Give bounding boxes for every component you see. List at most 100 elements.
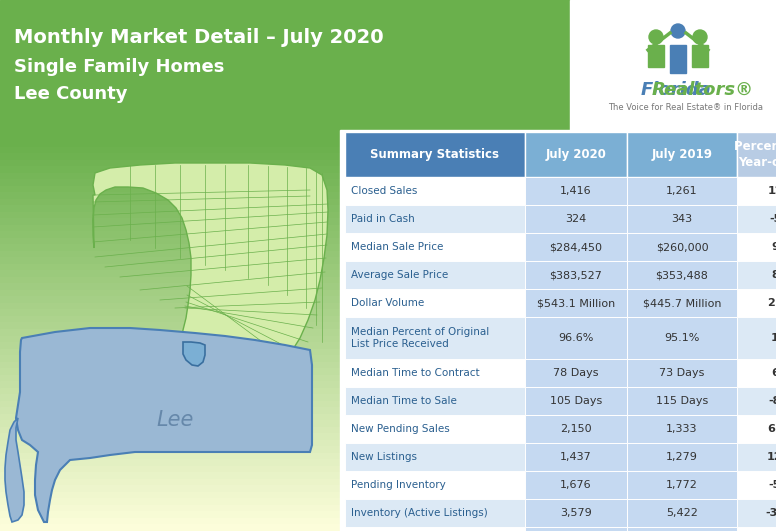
Text: 1,437: 1,437 — [560, 452, 592, 462]
Bar — [0, 147, 776, 153]
Text: 12.3%: 12.3% — [767, 186, 776, 196]
Text: 21.8%: 21.8% — [767, 298, 776, 308]
Bar — [737, 415, 776, 443]
Circle shape — [671, 24, 685, 38]
Text: Realtors®: Realtors® — [652, 81, 754, 99]
Bar — [0, 518, 776, 525]
Text: 2,150: 2,150 — [560, 424, 592, 434]
Text: The Voice for Real Estate® in Florida: The Voice for Real Estate® in Florida — [608, 103, 764, 112]
Circle shape — [649, 30, 663, 44]
Bar — [737, 132, 776, 177]
Text: July 2020: July 2020 — [546, 148, 606, 161]
Text: New Listings: New Listings — [351, 452, 417, 462]
Bar — [525, 233, 627, 261]
Bar — [0, 310, 776, 316]
Text: Single Family Homes: Single Family Homes — [14, 58, 224, 76]
Bar — [627, 317, 737, 359]
Polygon shape — [183, 342, 205, 366]
Bar — [525, 177, 627, 205]
Text: 3,579: 3,579 — [560, 508, 592, 518]
Text: Lee County: Lee County — [14, 85, 127, 103]
Bar — [525, 205, 627, 233]
Bar — [345, 527, 525, 531]
Bar — [0, 466, 776, 473]
Bar — [345, 289, 525, 317]
Bar — [627, 205, 737, 233]
Bar — [345, 359, 525, 387]
Bar — [0, 492, 776, 499]
Bar — [627, 261, 737, 289]
Text: 5,422: 5,422 — [666, 508, 698, 518]
Bar — [0, 368, 776, 374]
Bar — [0, 251, 776, 258]
Bar — [0, 446, 776, 453]
Text: -5.4%: -5.4% — [769, 480, 776, 490]
Text: $543.1 Million: $543.1 Million — [537, 298, 615, 308]
Text: $445.7 Million: $445.7 Million — [643, 298, 721, 308]
Bar — [0, 485, 776, 492]
Bar — [0, 414, 776, 420]
Text: 1,261: 1,261 — [666, 186, 698, 196]
Text: 1,279: 1,279 — [666, 452, 698, 462]
Bar — [0, 342, 776, 348]
Polygon shape — [16, 328, 312, 522]
Text: $353,488: $353,488 — [656, 270, 708, 280]
Bar — [627, 289, 737, 317]
Circle shape — [693, 30, 707, 44]
Bar — [0, 205, 776, 212]
Bar — [345, 499, 525, 527]
Text: Median Sale Price: Median Sale Price — [351, 242, 443, 252]
Text: Monthly Market Detail – July 2020: Monthly Market Detail – July 2020 — [14, 28, 383, 47]
Bar — [737, 387, 776, 415]
Bar — [0, 264, 776, 270]
Bar — [0, 348, 776, 355]
Text: 1.6%: 1.6% — [771, 333, 776, 343]
Bar — [670, 45, 686, 73]
Bar — [0, 218, 776, 225]
Bar — [0, 453, 776, 459]
Bar — [737, 205, 776, 233]
Bar — [0, 179, 776, 186]
Bar — [627, 443, 737, 471]
Text: 343: 343 — [671, 214, 692, 224]
Text: 78 Days: 78 Days — [553, 368, 599, 378]
Text: Median Time to Contract: Median Time to Contract — [351, 368, 480, 378]
Text: $260,000: $260,000 — [656, 242, 708, 252]
Bar — [0, 166, 776, 173]
Bar — [0, 459, 776, 466]
Bar — [345, 261, 525, 289]
Bar — [0, 355, 776, 362]
Bar — [0, 374, 776, 381]
Bar — [737, 527, 776, 531]
Bar — [525, 443, 627, 471]
Text: Paid in Cash: Paid in Cash — [351, 214, 414, 224]
Bar — [525, 359, 627, 387]
Bar — [0, 362, 776, 368]
Text: 8.5%: 8.5% — [771, 270, 776, 280]
Text: -34.0%: -34.0% — [765, 508, 776, 518]
Bar — [737, 499, 776, 527]
Bar — [648, 45, 664, 67]
Text: Percent Change
Year-over-Year: Percent Change Year-over-Year — [734, 140, 776, 169]
Bar — [570, 0, 776, 135]
Text: 1,676: 1,676 — [560, 480, 592, 490]
Bar — [0, 511, 776, 518]
Bar — [0, 296, 776, 303]
Bar — [0, 140, 776, 147]
Bar — [0, 322, 776, 329]
Bar — [737, 359, 776, 387]
Text: New Pending Sales: New Pending Sales — [351, 424, 450, 434]
Bar — [627, 177, 737, 205]
Bar — [627, 387, 737, 415]
Bar — [0, 440, 776, 446]
Bar — [0, 231, 776, 238]
Bar — [525, 317, 627, 359]
Bar — [0, 473, 776, 479]
Bar — [627, 132, 737, 177]
Bar — [525, 261, 627, 289]
Bar — [525, 471, 627, 499]
Bar — [0, 381, 776, 388]
Bar — [0, 329, 776, 336]
Bar — [0, 401, 776, 407]
Bar — [0, 316, 776, 322]
